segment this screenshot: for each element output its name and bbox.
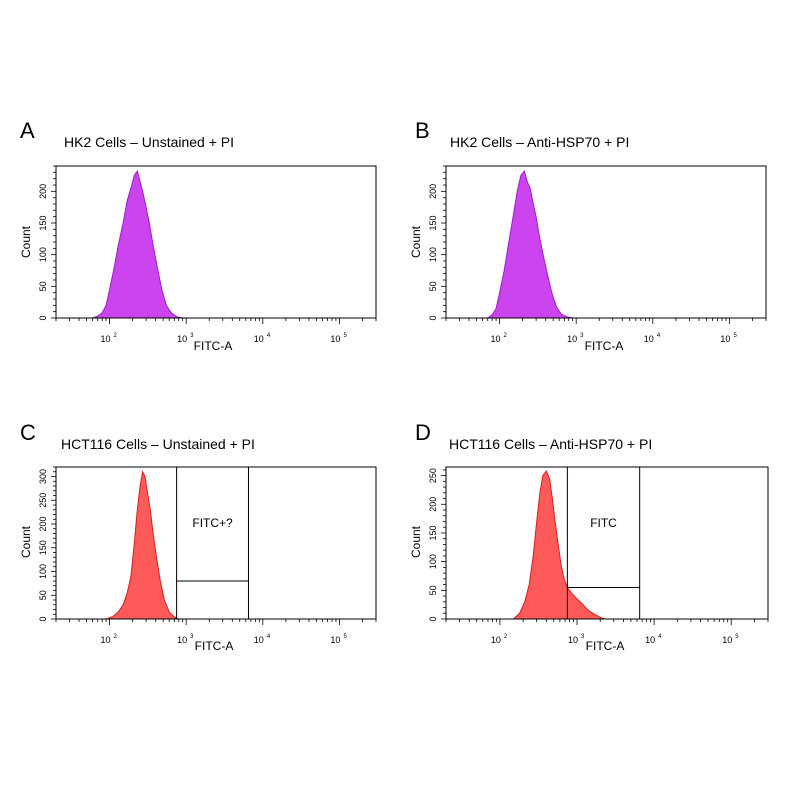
panel-a: A HK2 Cells – Unstained + PI Count FITC-… — [19, 118, 377, 353]
y-tick-label: 0 — [38, 616, 48, 621]
x-tick-label: 10 — [567, 334, 577, 344]
y-tick-label: 250 — [38, 493, 48, 508]
histogram-area — [512, 470, 606, 620]
x-axis-label-c: FITC-A — [195, 639, 234, 653]
y-tick-label: 100 — [428, 554, 438, 569]
y-tick-label: 200 — [38, 184, 48, 199]
histogram-area — [486, 170, 573, 319]
y-axis-label-c: Count — [19, 525, 33, 558]
panel-title-c: HCT116 Cells – Unstained + PI — [61, 436, 255, 452]
x-tick-exponent: 2 — [504, 333, 508, 339]
y-tick-label: 150 — [38, 215, 48, 230]
panel-letter-d: D — [415, 420, 431, 445]
panel-letter-a: A — [20, 118, 35, 143]
histogram-area — [105, 470, 179, 620]
x-tick-label: 10 — [645, 635, 655, 645]
y-tick-label: 100 — [428, 247, 438, 262]
y-tick-label: 50 — [38, 590, 48, 600]
y-tick-label: 250 — [428, 468, 438, 483]
y-axis-label-b: Count — [409, 225, 423, 258]
y-tick-label: 200 — [38, 516, 48, 531]
x-tick-label: 10 — [491, 334, 501, 344]
x-tick-label: 10 — [254, 635, 264, 645]
x-axis-label-b: FITC-A — [585, 339, 624, 353]
panel-title-a: HK2 Cells – Unstained + PI — [64, 134, 234, 150]
x-tick-label: 10 — [644, 334, 654, 344]
y-tick-label: 100 — [38, 564, 48, 579]
y-tick-label: 50 — [428, 281, 438, 291]
panel-title-d: HCT116 Cells – Anti-HSP70 + PI — [449, 436, 652, 452]
x-tick-label: 10 — [720, 334, 730, 344]
gate-label: FITC — [590, 516, 617, 530]
x-axis-label-a: FITC-A — [194, 339, 233, 353]
panel-b: B HK2 Cells – Anti-HSP70 + PI Count FITC… — [409, 118, 767, 353]
y-tick-label: 0 — [38, 315, 48, 320]
x-tick-exponent: 2 — [114, 634, 118, 640]
x-axis-label-d: FITC-A — [586, 639, 625, 653]
y-tick-label: 50 — [38, 281, 48, 291]
panel-title-b: HK2 Cells – Anti-HSP70 + PI — [450, 134, 629, 150]
x-tick-label: 10 — [568, 635, 578, 645]
gate-label: FITC+? — [192, 516, 233, 530]
plot-frame — [445, 466, 769, 620]
y-tick-label: 150 — [428, 215, 438, 230]
y-tick-label: 300 — [38, 469, 48, 484]
x-tick-exponent: 3 — [190, 333, 194, 339]
y-tick-label: 200 — [428, 184, 438, 199]
y-tick-label: 200 — [428, 497, 438, 512]
x-tick-label: 10 — [491, 635, 501, 645]
x-tick-label: 10 — [177, 334, 187, 344]
x-tick-exponent: 2 — [114, 333, 118, 339]
x-tick-label: 10 — [330, 635, 340, 645]
y-axis-label-d: Count — [409, 525, 423, 558]
histogram-area — [92, 169, 183, 319]
x-tick-exponent: 4 — [267, 634, 271, 640]
x-tick-exponent: 5 — [343, 634, 347, 640]
y-tick-label: 50 — [428, 585, 438, 595]
x-tick-exponent: 3 — [190, 634, 194, 640]
y-tick-label: 0 — [428, 315, 438, 320]
panel-d: D HCT116 Cells – Anti-HSP70 + PI Count F… — [409, 420, 769, 653]
y-tick-label: 0 — [428, 616, 438, 621]
x-tick-exponent: 5 — [735, 634, 739, 640]
x-tick-exponent: 4 — [658, 634, 662, 640]
y-axis-label-a: Count — [19, 225, 33, 258]
y-tick-label: 100 — [38, 247, 48, 262]
panel-c: C HCT116 Cells – Unstained + PI Count FI… — [19, 420, 377, 653]
panel-letter-c: C — [20, 420, 36, 445]
x-tick-label: 10 — [177, 635, 187, 645]
x-tick-exponent: 4 — [267, 333, 271, 339]
x-tick-label: 10 — [101, 635, 111, 645]
x-tick-label: 10 — [101, 334, 111, 344]
x-tick-exponent: 4 — [657, 333, 661, 339]
x-tick-exponent: 3 — [581, 634, 585, 640]
y-tick-label: 150 — [38, 540, 48, 555]
x-tick-label: 10 — [254, 334, 264, 344]
x-tick-exponent: 2 — [504, 634, 508, 640]
x-tick-exponent: 3 — [580, 333, 584, 339]
x-tick-label: 10 — [722, 635, 732, 645]
x-tick-exponent: 5 — [343, 333, 347, 339]
panel-letter-b: B — [415, 118, 430, 143]
x-tick-exponent: 5 — [733, 333, 737, 339]
x-tick-label: 10 — [330, 334, 340, 344]
y-tick-label: 150 — [428, 525, 438, 540]
